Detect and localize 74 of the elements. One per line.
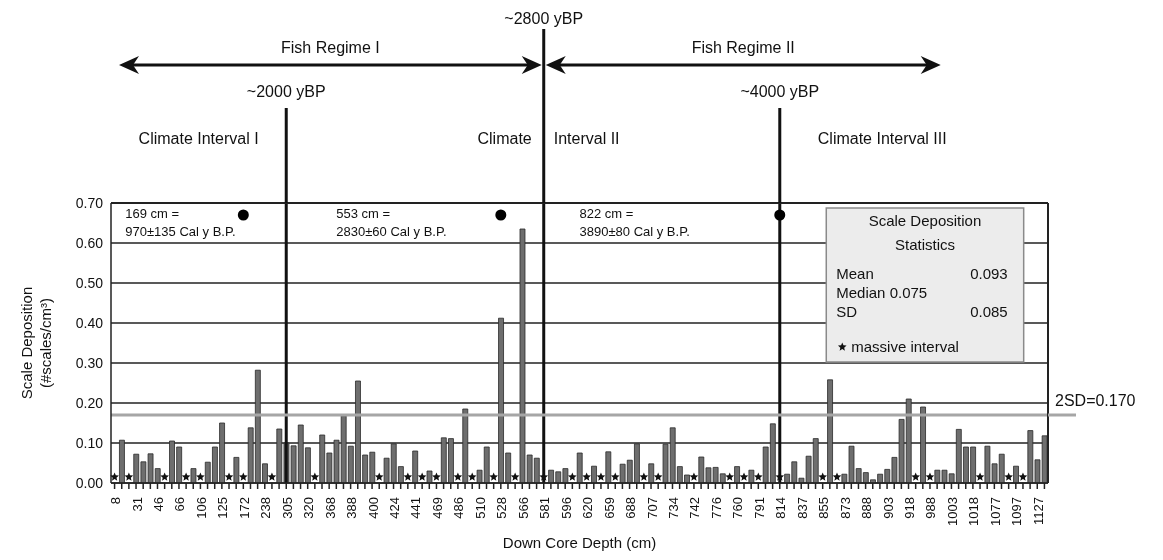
text: Climate Interval I <box>138 130 259 147</box>
x-tick-label: 620 <box>580 497 596 519</box>
annotation: Median 0.075 <box>836 284 928 301</box>
x-tick-label: 1077 <box>987 497 1003 526</box>
x-axis-title: Down Core Depth (cm) <box>502 534 657 551</box>
x-tick-label: 776 <box>708 497 724 519</box>
x-tick-label: 873 <box>837 497 853 519</box>
x-tick-label: 469 <box>429 497 445 519</box>
text: Climate Interval III <box>817 130 947 147</box>
x-tick-label: 742 <box>687 497 703 519</box>
x-tick-label: 368 <box>322 497 338 519</box>
annotation: 822 cm = 3890±80 Cal y B.P. <box>579 206 690 239</box>
x-tick-label: 566 <box>515 497 531 519</box>
x-tick-label: 688 <box>623 497 639 519</box>
annotation: 553 cm = 2830±60 Cal y B.P. <box>336 206 447 239</box>
x-tick-label: 528 <box>494 497 510 519</box>
x-tick-label: 106 <box>193 497 209 519</box>
x-tick-label: 814 <box>773 497 789 519</box>
annotation: 0.085 <box>970 303 1008 320</box>
x-tick-label: 918 <box>902 497 918 519</box>
x-tick-label: 903 <box>880 497 896 519</box>
text: Fish Regime II <box>691 39 795 56</box>
x-tick-label: 510 <box>472 497 488 519</box>
x-tick-label: 1018 <box>966 497 982 526</box>
text: Climate <box>477 130 532 147</box>
x-tick-label: 855 <box>816 497 832 519</box>
x-tick-label: 125 <box>215 497 231 519</box>
x-tick-label: 734 <box>665 497 681 519</box>
annotation: Scale Deposition Statistics <box>868 212 982 253</box>
x-tick-label: 760 <box>730 497 746 519</box>
x-tick-label: 659 <box>601 497 617 519</box>
y-tick-label: 0.30 <box>75 354 104 371</box>
x-tick-label: 1003 <box>944 497 960 526</box>
y-tick-label: 0.70 <box>75 194 104 211</box>
text: Interval II <box>553 130 620 147</box>
ref-line-label: ~2000 yBP <box>246 83 326 100</box>
x-tick-label: 707 <box>644 497 660 519</box>
annotation: 0.093 <box>970 265 1008 282</box>
x-tick-label: 400 <box>365 497 381 519</box>
legend-label: massive interval <box>851 338 959 355</box>
x-tick-label: 486 <box>451 497 467 519</box>
y-tick-label: 0.40 <box>75 314 104 331</box>
y-tick-label: 0.50 <box>75 274 104 291</box>
x-tick-label: 46 <box>150 497 166 512</box>
x-tick-label: 888 <box>859 497 875 519</box>
text: Fish Regime I <box>281 39 380 56</box>
x-tick-label: 320 <box>301 497 317 519</box>
x-tick-label: 596 <box>558 497 574 519</box>
y-tick-label: 0.60 <box>75 234 104 251</box>
x-tick-label: 8 <box>108 497 124 505</box>
annotation: Mean <box>836 265 874 282</box>
annotation: SD <box>836 303 858 320</box>
y-tick-label: 0.00 <box>75 474 104 491</box>
x-tick-label: 1097 <box>1009 497 1025 526</box>
x-tick-label: 388 <box>344 497 360 519</box>
x-tick-label: 791 <box>751 497 767 519</box>
x-tick-label: 424 <box>387 497 403 519</box>
y-axis-title: Scale Deposition (#scales/cm³) <box>18 286 54 400</box>
y-tick-label: 0.10 <box>75 434 104 451</box>
x-tick-label: 66 <box>172 497 188 512</box>
ref-line-label: ~2800 yBP <box>504 10 584 27</box>
x-tick-label: 441 <box>408 497 424 519</box>
x-tick-label: 305 <box>279 497 295 519</box>
x-tick-label: 1127 <box>1030 497 1046 525</box>
y-tick-label: 0.20 <box>75 394 104 411</box>
x-tick-label: 581 <box>537 497 553 519</box>
x-tick-label: 988 <box>923 497 939 519</box>
ref-line-label: 2SD=0.170 <box>1055 392 1136 409</box>
x-tick-label: 837 <box>794 497 810 519</box>
x-tick-label: 238 <box>258 497 274 519</box>
annotation: 169 cm = 970±135 Cal y B.P. <box>125 206 236 239</box>
x-tick-label: 31 <box>129 497 145 512</box>
ref-line-label: ~4000 yBP <box>740 83 820 100</box>
x-tick-label: 172 <box>236 497 252 519</box>
